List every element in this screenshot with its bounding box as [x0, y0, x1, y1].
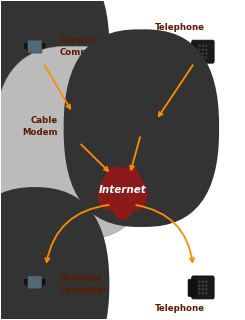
Circle shape	[205, 45, 207, 47]
FancyBboxPatch shape	[25, 39, 45, 59]
Circle shape	[198, 56, 200, 59]
FancyBboxPatch shape	[24, 279, 45, 284]
Circle shape	[205, 49, 207, 51]
FancyBboxPatch shape	[192, 40, 214, 63]
Text: Telephone: Telephone	[155, 304, 205, 313]
FancyBboxPatch shape	[27, 48, 43, 51]
Circle shape	[102, 174, 119, 196]
Text: Cable
Modem: Cable Modem	[23, 116, 58, 137]
Circle shape	[202, 280, 204, 283]
FancyBboxPatch shape	[27, 284, 43, 287]
Circle shape	[113, 195, 132, 220]
Text: Telephone: Telephone	[155, 23, 205, 32]
Text: Internet: Internet	[99, 185, 146, 195]
Circle shape	[202, 49, 204, 51]
Circle shape	[198, 292, 200, 294]
Circle shape	[198, 288, 200, 291]
FancyBboxPatch shape	[0, 46, 154, 240]
Circle shape	[202, 52, 204, 55]
Circle shape	[205, 284, 207, 287]
Text: Personal
Computer: Personal Computer	[59, 36, 107, 57]
Circle shape	[205, 288, 207, 291]
FancyBboxPatch shape	[192, 276, 214, 299]
Circle shape	[198, 49, 200, 51]
FancyBboxPatch shape	[67, 112, 81, 144]
Circle shape	[202, 292, 204, 294]
Circle shape	[202, 56, 204, 59]
FancyBboxPatch shape	[28, 40, 42, 53]
FancyBboxPatch shape	[40, 278, 47, 297]
Circle shape	[202, 284, 204, 287]
FancyBboxPatch shape	[28, 276, 42, 289]
Circle shape	[202, 288, 204, 291]
Text: Personal
Computer: Personal Computer	[59, 274, 107, 295]
Circle shape	[205, 56, 207, 59]
Circle shape	[104, 168, 141, 216]
Circle shape	[120, 166, 140, 193]
Circle shape	[98, 179, 122, 210]
Circle shape	[126, 174, 143, 196]
Circle shape	[155, 126, 157, 130]
Circle shape	[198, 52, 200, 55]
FancyBboxPatch shape	[0, 0, 109, 146]
FancyBboxPatch shape	[40, 42, 47, 61]
Circle shape	[198, 280, 200, 283]
Text: Phone
Adapter: Phone Adapter	[161, 111, 201, 132]
Circle shape	[105, 166, 125, 193]
FancyBboxPatch shape	[64, 29, 219, 227]
Circle shape	[198, 284, 200, 287]
Circle shape	[123, 179, 147, 210]
Circle shape	[205, 280, 207, 283]
Circle shape	[198, 45, 200, 47]
Circle shape	[205, 292, 207, 294]
FancyBboxPatch shape	[188, 279, 196, 297]
FancyBboxPatch shape	[134, 120, 160, 136]
Circle shape	[205, 52, 207, 55]
FancyBboxPatch shape	[0, 187, 109, 320]
FancyBboxPatch shape	[188, 44, 196, 61]
FancyBboxPatch shape	[25, 275, 45, 295]
Circle shape	[202, 45, 204, 47]
FancyBboxPatch shape	[24, 44, 45, 49]
